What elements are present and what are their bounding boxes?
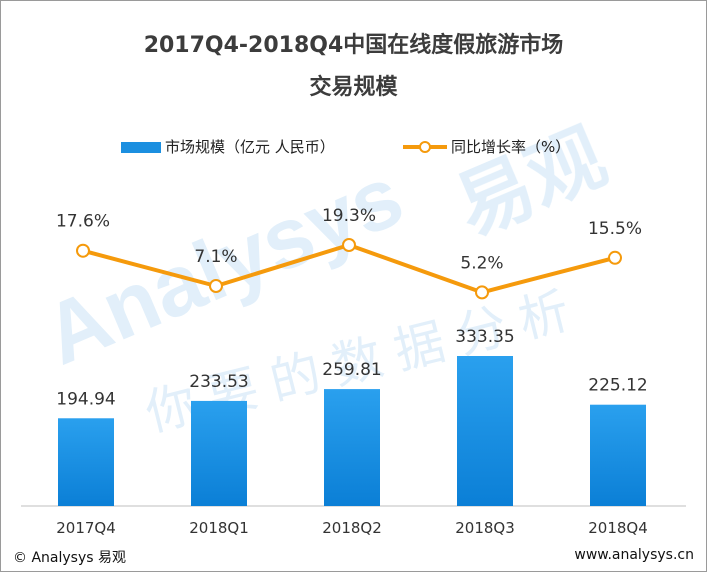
line-point-2017Q4 — [76, 243, 90, 258]
bar-2018Q4 — [590, 404, 646, 506]
x-tick-label: 2018Q2 — [322, 519, 382, 537]
chart-svg: 市场规模（亿元 人民币） 同比增长率（%） 194.94 233.53 259.81… — [21, 138, 686, 537]
legend: 市场规模（亿元 人民币） 同比增长率（%） — [121, 138, 570, 156]
x-tick-label: 2018Q4 — [588, 519, 648, 537]
x-tick-label: 2017Q4 — [56, 519, 116, 537]
line-point-2018Q4 — [608, 250, 622, 265]
bar-value-label: 233.53 — [189, 372, 248, 392]
line-value-label: 19.3% — [322, 206, 376, 226]
x-tick-labels: 2017Q4 2018Q1 2018Q2 2018Q3 2018Q4 — [56, 519, 648, 537]
bar-value-label: 333.35 — [455, 327, 514, 347]
bar-value-label: 194.94 — [56, 389, 115, 409]
growth-rate-line — [82, 243, 616, 295]
chart-title-line2: 交易规模 — [309, 75, 398, 100]
legend-line-marker — [419, 141, 431, 153]
chart-title: 2017Q4-2018Q4中国在线度假旅游市场 交易规模 — [1, 25, 706, 109]
line-value-label: 15.5% — [588, 219, 642, 239]
bar-value-label: 259.81 — [322, 360, 381, 380]
x-tick-label: 2018Q3 — [455, 519, 515, 537]
bar-2018Q2 — [324, 389, 380, 506]
line-value-label: 17.6% — [56, 212, 110, 232]
chart-title-line1: 2017Q4-2018Q4中国在线度假旅游市场 — [143, 33, 564, 58]
footer-copyright: © Analysys 易观 — [13, 550, 126, 566]
legend-bar-swatch — [121, 142, 161, 153]
line-point-2018Q1 — [209, 279, 223, 293]
bar-2018Q3 — [457, 356, 513, 506]
bar-value-labels: 194.94 233.53 259.81 333.35 225.12 — [56, 327, 647, 409]
bar-series — [58, 356, 646, 506]
bar-2018Q1 — [191, 400, 247, 506]
legend-line-label: 同比增长率（%） — [451, 138, 570, 156]
bar-value-label: 225.12 — [588, 376, 647, 396]
line-value-label: 5.2% — [460, 253, 503, 273]
bar-2017Q4 — [58, 418, 114, 506]
line-series: 17.6% 7.1% 19.3% 5.2% 15.5% — [56, 206, 642, 300]
legend-bar-label: 市场规模（亿元 人民币） — [165, 138, 335, 156]
x-tick-label: 2018Q1 — [189, 519, 249, 537]
line-point-2018Q3 — [475, 285, 489, 300]
line-value-label: 7.1% — [194, 247, 237, 267]
line-point-2018Q2 — [342, 238, 356, 252]
footer-website: www.analysys.cn — [574, 547, 694, 563]
